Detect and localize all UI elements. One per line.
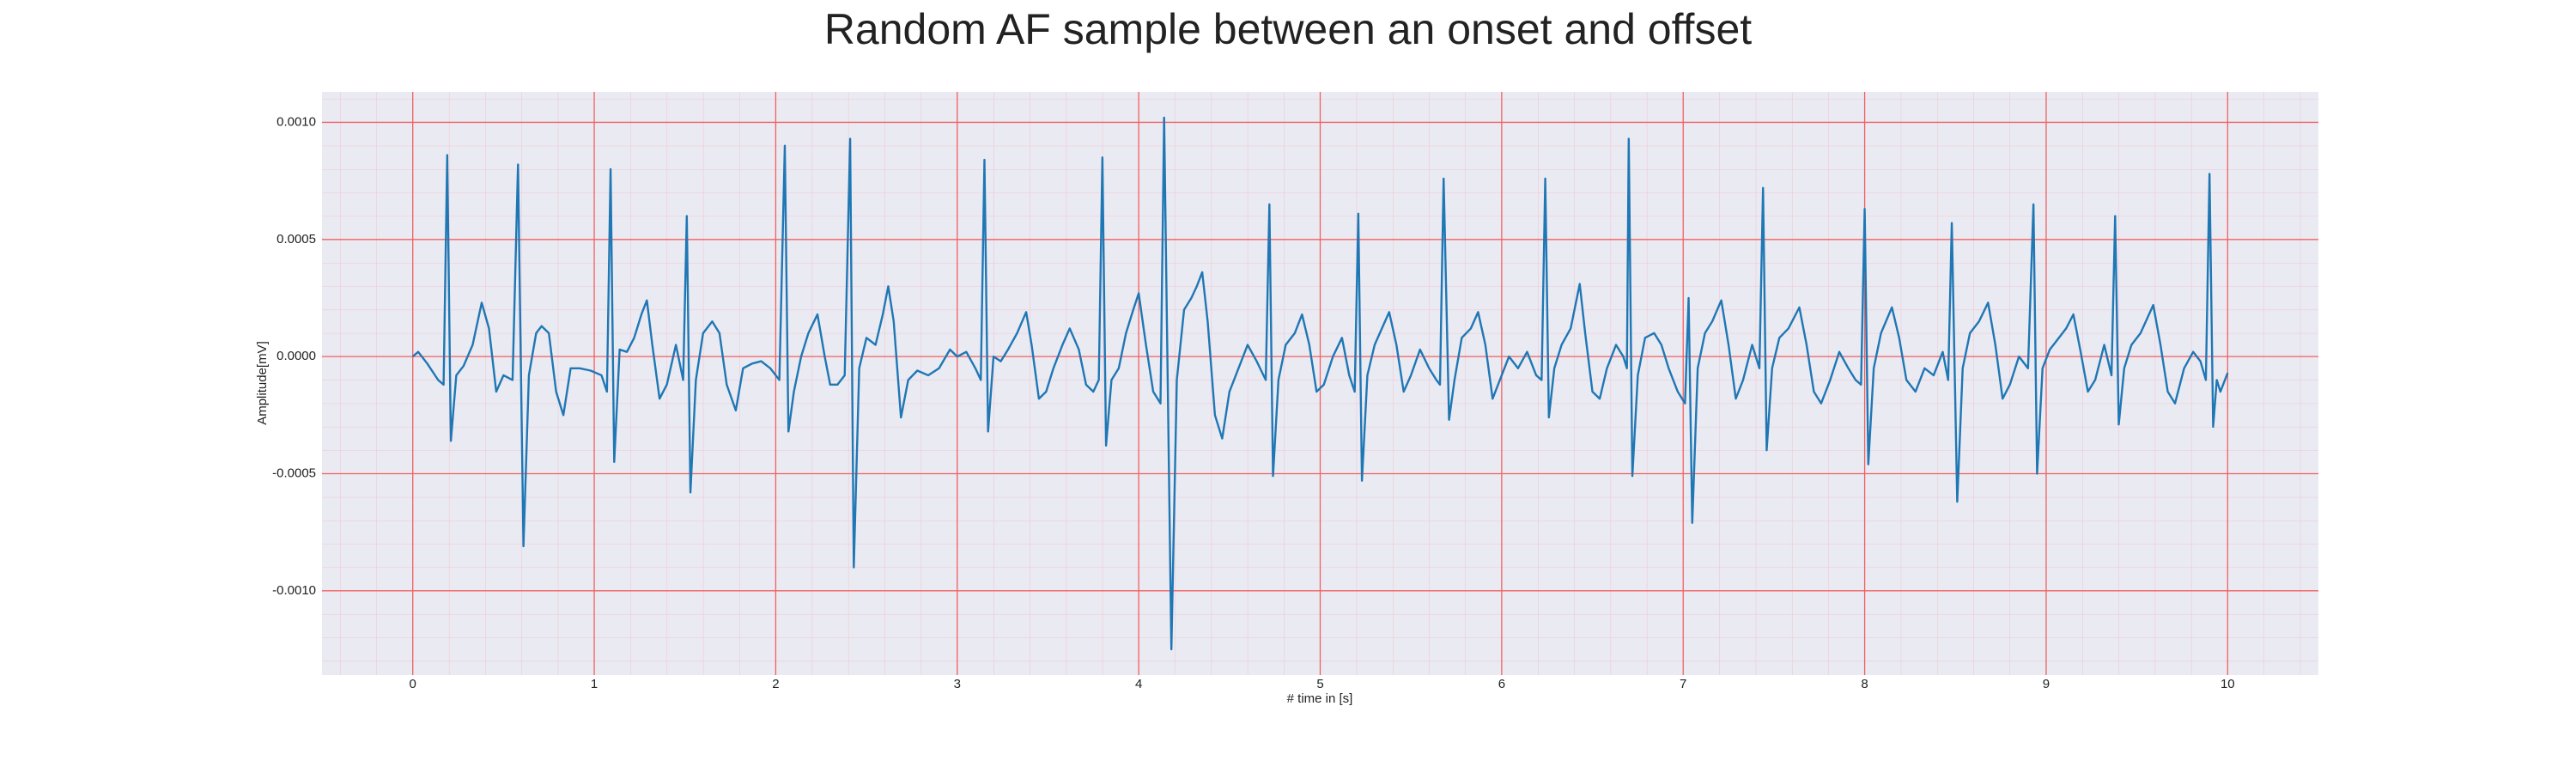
- y-tick-label: 0.0010: [276, 114, 316, 129]
- x-tick-label: 5: [1316, 677, 1323, 691]
- x-tick-label: 6: [1498, 677, 1505, 691]
- x-tick-label: 10: [2221, 677, 2235, 691]
- y-tick-label: 0.0000: [276, 349, 316, 363]
- chart-title: Random AF sample between an onset and of…: [824, 5, 1752, 53]
- y-tick-label: 0.0005: [276, 232, 316, 247]
- x-tick-label: 3: [954, 677, 961, 691]
- x-axis-label: # time in [s]: [1287, 691, 1353, 706]
- y-axis-label: Amplitude[mV]: [255, 341, 270, 425]
- x-tick-label: 4: [1135, 677, 1142, 691]
- x-tick-label: 1: [591, 677, 598, 691]
- x-tick-label: 7: [1680, 677, 1686, 691]
- x-tick-label: 0: [410, 677, 416, 691]
- x-tick-label: 8: [1861, 677, 1868, 691]
- signal-line: [411, 116, 2229, 651]
- y-tick-label: -0.0010: [272, 583, 316, 598]
- x-tick-label: 2: [772, 677, 779, 691]
- y-tick-label: -0.0005: [272, 466, 316, 480]
- x-tick-label: 9: [2043, 677, 2050, 691]
